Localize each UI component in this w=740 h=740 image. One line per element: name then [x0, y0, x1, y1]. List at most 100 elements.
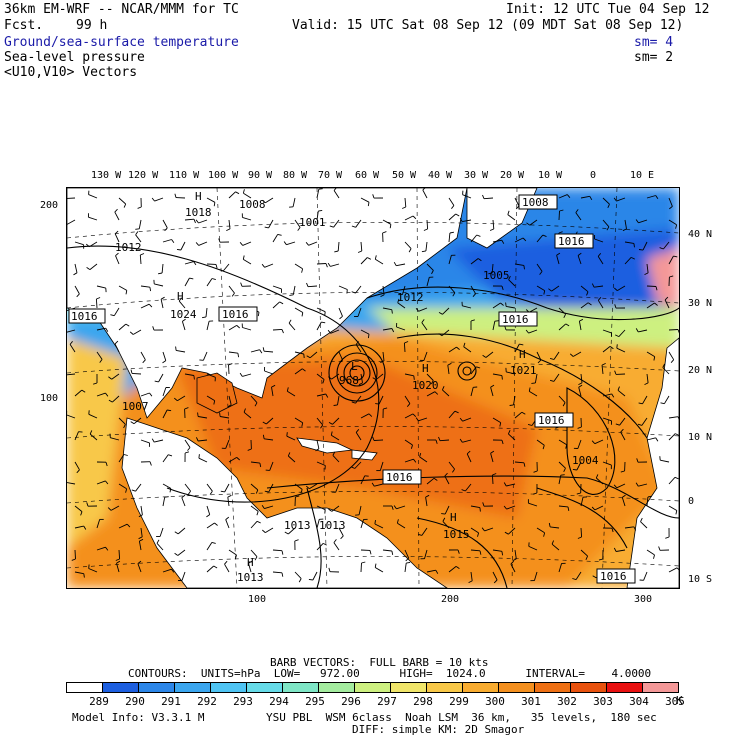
pressure-box: 1016 — [502, 313, 529, 326]
wind-barb — [160, 299, 164, 309]
wind-barb — [264, 263, 274, 268]
wind-barb — [642, 395, 648, 405]
wind-barb-flag — [660, 402, 665, 405]
wind-barb-flag — [215, 264, 218, 269]
wind-barb-flag — [332, 451, 336, 456]
wind-barb-flag — [653, 356, 656, 361]
wind-barb — [620, 431, 626, 441]
wind-barb-flag — [488, 272, 493, 275]
wind-barb-flag — [209, 490, 213, 495]
wind-barb-flag — [283, 241, 287, 245]
wind-barb — [118, 197, 127, 205]
wind-barb — [96, 480, 106, 485]
wind-barb-flag — [565, 323, 570, 327]
wind-barb-flag — [675, 510, 678, 515]
wind-barb — [224, 483, 230, 493]
wind-barb — [418, 307, 428, 312]
wind-barb — [89, 263, 98, 270]
wind-barb — [404, 395, 411, 404]
wind-barb-flag — [444, 472, 448, 477]
wind-barb — [404, 373, 414, 377]
isobar-value: 1024 — [170, 308, 197, 321]
wind-barb-flag — [391, 550, 394, 555]
wind-barb — [373, 439, 384, 441]
wind-barb — [243, 192, 252, 199]
wind-barb-flag — [633, 243, 635, 248]
wind-barb — [89, 241, 98, 248]
wind-barb — [198, 416, 208, 419]
wind-barb — [337, 395, 340, 405]
wind-barb-flag — [140, 253, 145, 256]
wind-barb — [553, 351, 560, 360]
wind-barb — [624, 241, 634, 244]
wind-barb — [616, 197, 626, 202]
wind-barb-flag — [567, 506, 570, 511]
wind-barb — [492, 373, 502, 377]
wind-barb — [111, 373, 120, 380]
latitude-label: 0 — [688, 496, 695, 507]
wind-barb-flag — [543, 532, 546, 537]
wind-barb — [308, 241, 318, 246]
wind-barb — [594, 505, 604, 511]
wind-barb — [514, 237, 524, 243]
wind-barb-flag — [505, 302, 507, 307]
wind-barb-flag — [466, 450, 471, 455]
wind-barb-flag — [441, 513, 446, 515]
wind-barb-flag — [306, 282, 309, 287]
wind-barb — [664, 395, 670, 404]
wind-barb — [177, 527, 186, 535]
wind-barb — [462, 417, 472, 422]
wind-barb — [113, 307, 120, 316]
wind-barb-flag — [108, 399, 113, 403]
legend-swatch — [570, 682, 607, 693]
wind-barb-flag — [676, 567, 679, 571]
wind-barb — [74, 505, 83, 512]
wind-barb — [250, 483, 259, 491]
wind-barb — [154, 283, 164, 287]
legend-swatch — [282, 682, 319, 693]
wind-barb — [292, 285, 296, 295]
wind-barb-flag — [677, 416, 679, 420]
wind-barb — [140, 439, 150, 444]
wind-barb — [444, 505, 450, 515]
wind-barb — [558, 563, 563, 573]
wind-barb — [404, 197, 407, 208]
wind-barb — [96, 327, 106, 331]
wind-barb-flag — [638, 402, 643, 405]
wind-barb — [159, 527, 164, 537]
wind-barb — [556, 255, 560, 265]
wind-barb-flag — [148, 303, 153, 308]
wind-barb-flag — [558, 231, 563, 234]
wind-barb — [184, 261, 194, 265]
wind-barb-flag — [237, 353, 240, 358]
wind-barb-flag — [417, 533, 423, 536]
wind-barb-flag — [452, 292, 456, 297]
wind-barb — [492, 571, 498, 581]
wind-barb-flag — [501, 285, 504, 291]
wind-barb-flag — [328, 508, 333, 512]
wind-barb-flag — [152, 326, 155, 331]
legend-label: 295 — [305, 695, 325, 708]
wind-barb — [404, 241, 412, 249]
wind-barb — [288, 322, 296, 331]
wind-barb-flag — [396, 519, 399, 524]
wind-barb — [140, 285, 150, 288]
isobar-value: 1020 — [412, 379, 439, 392]
wind-barb — [135, 234, 142, 243]
wind-barb — [202, 351, 208, 361]
wind-barb — [74, 461, 80, 471]
wind-barb — [198, 241, 208, 246]
wind-barb — [242, 216, 252, 221]
wind-barb — [382, 219, 392, 225]
wind-barb — [397, 302, 406, 309]
forecast-hour: 99 h — [76, 18, 108, 33]
legend-unit: K — [676, 694, 683, 707]
forecast-label: Fcst. — [4, 18, 44, 33]
grid-x-label: 300 — [634, 594, 653, 605]
wind-barb — [602, 417, 612, 422]
longitude-label: 10 E — [630, 170, 655, 181]
isobar-value: 1013 — [284, 519, 311, 532]
wind-barb — [580, 195, 590, 199]
isobar-value: 1005 — [483, 269, 510, 282]
wind-barb — [88, 194, 98, 199]
